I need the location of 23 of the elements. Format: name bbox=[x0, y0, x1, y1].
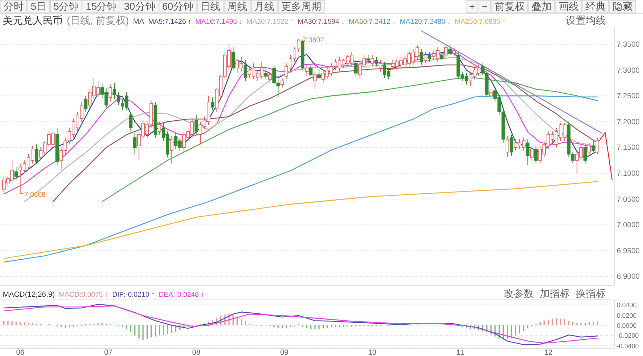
chart-subtitle: (日线, 前复权) bbox=[67, 15, 130, 27]
annotation: 改参数 bbox=[504, 288, 534, 300]
text: 分时 bbox=[4, 1, 24, 13]
text: 前复权 bbox=[495, 1, 525, 13]
annotation: 加指标 bbox=[540, 288, 570, 300]
text: 画线 bbox=[559, 1, 579, 13]
text: 日线 bbox=[200, 1, 220, 13]
text: + bbox=[469, 2, 476, 13]
text: 月线 bbox=[254, 1, 274, 13]
text: 15分钟 bbox=[86, 1, 118, 13]
annotation: 换指标 bbox=[576, 288, 606, 300]
text: 设置均线 bbox=[566, 15, 606, 27]
text: 隐藏 bbox=[613, 1, 633, 13]
text: 叠加 bbox=[532, 1, 552, 13]
chart-title: 美元兑人民币 bbox=[3, 15, 63, 27]
text: 5日 bbox=[31, 2, 47, 13]
text: 5分钟 bbox=[54, 1, 80, 13]
text: 更多周期 bbox=[282, 1, 322, 13]
text: 60分钟 bbox=[162, 1, 194, 13]
text: − bbox=[482, 2, 488, 13]
text: 周线 bbox=[228, 1, 248, 13]
text: 30分钟 bbox=[124, 1, 156, 13]
text: 经典 bbox=[586, 1, 606, 13]
